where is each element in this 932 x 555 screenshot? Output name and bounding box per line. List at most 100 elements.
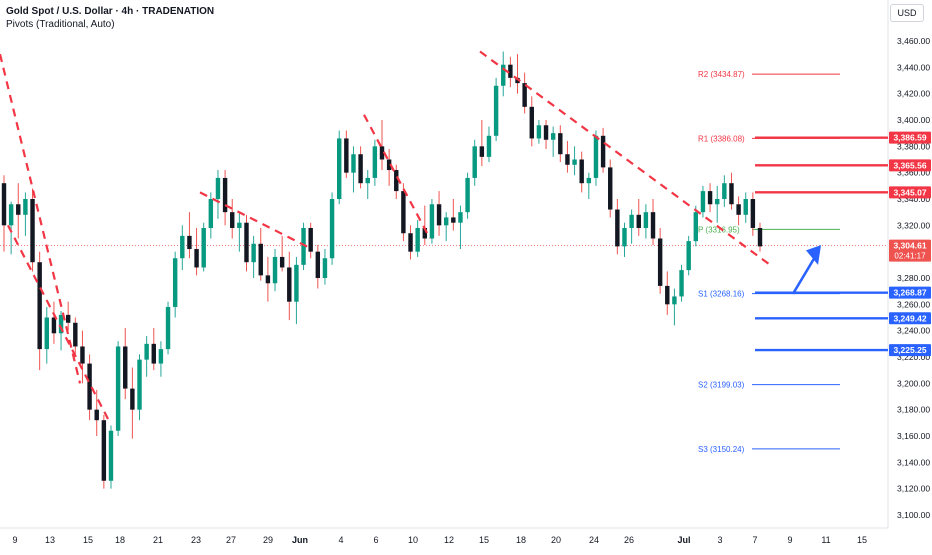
pivot-label: S2 (3199.03) [698,381,745,390]
candle [394,164,399,199]
price-tag-bg [889,312,931,325]
candle-body [222,177,228,213]
candle-body [394,170,399,192]
candle-body [593,135,599,178]
candle [707,183,713,213]
x-tick-label: 20 [551,535,561,545]
candle [194,227,199,276]
candle [650,199,656,246]
chart-title: Gold Spot / U.S. Dollar · 4h · TRADENATI… [6,6,215,17]
candle [329,192,335,265]
y-tick-label: 3,340.00 [897,194,930,204]
y-tick-label: 3,140.00 [897,457,930,467]
currency-button[interactable]: USD [890,4,924,22]
candle-body [8,204,14,226]
candle [23,192,28,236]
candle-body [158,349,164,364]
candle-body [151,343,156,364]
x-tick-label: 15 [479,535,489,545]
candle [151,328,156,371]
candle-body [543,125,549,140]
x-tick-label: 12 [444,535,454,545]
candle [529,96,534,147]
candle [279,235,285,272]
x-tick-label: 26 [624,535,634,545]
candle [358,146,363,189]
candle [80,330,85,384]
x-tick-label: 4 [338,535,343,545]
candle [44,306,50,364]
candle [558,125,563,163]
candle-body [244,222,249,263]
candle-body [693,212,699,242]
candle-body [37,262,42,350]
y-tick-label: 3,180.00 [897,405,930,415]
candle [65,301,71,331]
candle [722,175,727,207]
candle [30,188,35,272]
candle-body [558,133,563,155]
candle [187,212,192,259]
price-tag-bg [889,286,931,299]
candle-body [372,146,378,178]
candle-body [172,258,178,307]
y-tick-label: 3,380.00 [897,141,930,151]
price-tag-bg [889,186,931,199]
candle-body [515,77,520,84]
y-tick-label: 3,200.00 [897,378,930,388]
price-tag-label: 3,365.56 [893,160,926,170]
y-tick-label: 3,120.00 [897,484,930,494]
x-tick-label: 21 [153,535,163,545]
candle [422,205,428,246]
forecast-arrow [791,256,817,295]
candle [16,183,21,239]
price-tag-label: 3,386.59 [893,133,926,143]
candle [550,126,556,157]
x-tick-label: 23 [191,535,201,545]
candle [108,425,114,489]
candle-body [386,159,392,171]
candle-body [550,133,556,140]
candle-body [629,214,634,228]
candle-body [194,249,199,268]
pivot-label: S1 (3268.16) [698,290,745,299]
y-tick-label: 3,420.00 [897,89,930,99]
candle-body [508,64,513,78]
candle [629,209,634,244]
candle-body [265,275,271,284]
candle [408,225,413,260]
candle [622,222,627,257]
candle-body [401,191,406,234]
candle-body [686,241,691,271]
candle-body [458,212,463,223]
candle [665,271,670,315]
price-tag-bg [889,131,931,144]
trend-line [479,50,771,266]
candle-body [115,346,121,431]
candle-body [486,135,492,157]
candle-body [501,64,506,86]
candle [750,192,756,236]
y-tick-label: 3,400.00 [897,115,930,125]
candle-body [600,135,606,168]
candle [351,146,356,193]
candle [593,130,599,186]
candle-body [408,233,413,252]
candle-body [672,296,677,305]
candle-body [1,183,7,226]
candle-body [465,177,470,213]
candle [543,120,549,149]
x-tick-label: 3 [717,535,722,545]
candle-body [615,209,620,247]
candle [237,212,242,252]
candle [137,354,142,421]
candle-body [329,199,335,259]
candle [230,199,235,239]
candle-body [101,420,107,481]
candle [493,77,499,142]
x-tick-label: Jul [677,535,690,545]
candle-body [16,204,21,215]
candle [451,199,456,231]
